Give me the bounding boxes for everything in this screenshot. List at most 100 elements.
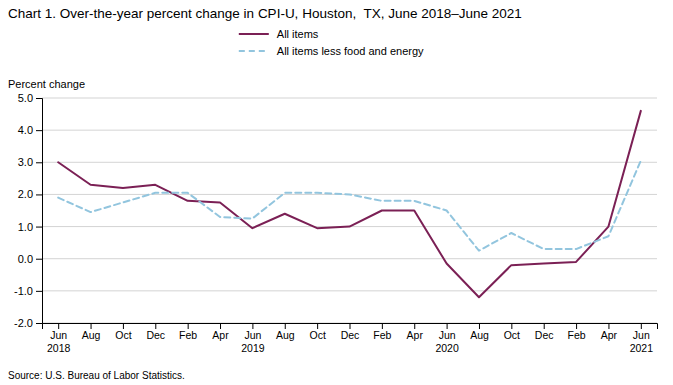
x-tick-label-line: Jun <box>50 329 67 341</box>
x-tick: Apr <box>212 323 229 341</box>
y-tick-label: 5.0 <box>18 92 33 104</box>
x-tick-label-line: Jun <box>633 329 650 341</box>
x-tick: Oct <box>504 323 520 341</box>
x-tick-label: Jun2020 <box>435 329 459 353</box>
chart: Chart 1. Over-the-year percent change in… <box>0 0 673 385</box>
x-tick-label-line: Apr <box>601 329 618 341</box>
x-tick-label-line: Dec <box>341 329 360 341</box>
x-tick-label-line: Feb <box>179 329 197 341</box>
x-tick-label: Dec <box>146 329 165 341</box>
y-tick-label: 1.0 <box>18 221 33 233</box>
x-tick-mark <box>220 323 221 329</box>
y-axis: -2.0 -1.0 0.0 1.0 2.0 3.0 4.0 5.0 <box>14 92 42 329</box>
x-tick-mark <box>317 323 318 329</box>
legend-label: All items <box>277 28 319 40</box>
x-tick: Aug <box>470 323 489 341</box>
x-tick-mark <box>58 323 59 329</box>
x-tick: Oct <box>115 323 131 341</box>
x-tick-label: Apr <box>601 329 618 341</box>
y-tick-mark <box>36 291 42 292</box>
x-tick-label: Dec <box>341 329 360 341</box>
x-tick: Jun2019 <box>241 323 265 354</box>
x-tick-mark <box>382 323 383 329</box>
x-tick-label: Feb <box>568 329 586 341</box>
x-tick-mark <box>544 323 545 329</box>
x-tick-label-line: Jun <box>244 329 261 341</box>
x-tick-label: Oct <box>504 329 520 341</box>
x-tick-label-line: 2019 <box>241 342 265 354</box>
x-tick-label: Aug <box>470 329 489 341</box>
x-tick-label-line: Dec <box>146 329 165 341</box>
y-axis-title: Percent change <box>8 78 85 90</box>
x-tick: Apr <box>407 323 424 341</box>
x-tick: Oct <box>309 323 325 341</box>
x-tick-label: Feb <box>179 329 197 341</box>
y-tick: 3.0 <box>18 156 42 168</box>
x-tick-label-line: 2020 <box>435 342 459 354</box>
y-tick-label: 2.0 <box>18 188 33 200</box>
x-tick-label: Jun2019 <box>241 329 265 353</box>
title: Chart 1. Over-the-year percent change in… <box>8 6 522 21</box>
x-tick-mark <box>350 323 351 329</box>
x-tick: Feb <box>373 323 391 341</box>
annotation: Source: U.S. Bureau of Labor Statistics. <box>8 370 185 381</box>
x-tick-mark <box>479 323 480 329</box>
x-tick: Feb <box>568 323 586 341</box>
grid-line <box>42 130 657 131</box>
x-tick-mark <box>123 323 124 329</box>
x-tick-label: Apr <box>407 329 424 341</box>
y-tick-label: 0.0 <box>18 253 33 265</box>
x-tick-label: Jun2018 <box>47 329 71 353</box>
x-tick-mark <box>155 323 156 329</box>
y-tick-label: -1.0 <box>14 285 33 297</box>
x-tick: Aug <box>82 323 101 341</box>
x-tick-label-line: 2018 <box>47 342 71 354</box>
legend-item: All items <box>239 28 319 40</box>
x-tick-label: Oct <box>309 329 325 341</box>
x-tick: Feb <box>179 323 197 341</box>
plot-area: -2.0-1.00.01.02.03.04.05.0Jun2018AugOctD… <box>14 92 657 354</box>
grid-line <box>42 162 657 163</box>
x-tick-label-line: Apr <box>212 329 229 341</box>
y-tick: 1.0 <box>18 221 42 233</box>
y-tick: 4.0 <box>18 124 42 136</box>
x-tick-label: Dec <box>535 329 554 341</box>
y-axis-line <box>36 99 43 324</box>
x-tick-label-line: Aug <box>82 329 101 341</box>
legend-label: All items less food and energy <box>277 45 424 57</box>
series-line <box>58 111 641 297</box>
y-tick-mark <box>36 194 42 195</box>
y-tick-mark <box>36 162 42 163</box>
grid-line <box>42 290 657 291</box>
x-tick-label: Apr <box>212 329 229 341</box>
x-tick-label: Jun2021 <box>630 329 654 353</box>
x-tick-label-line: Apr <box>407 329 424 341</box>
x-tick-label: Aug <box>276 329 295 341</box>
legend-swatch <box>239 50 269 52</box>
x-tick-label-line: Feb <box>568 329 586 341</box>
x-tick-label-line: Oct <box>309 329 325 341</box>
x-tick-label: Feb <box>373 329 391 341</box>
legend: All items All items less food and energy <box>239 28 424 57</box>
grid <box>42 98 657 323</box>
x-tick-label-line: Oct <box>504 329 520 341</box>
y-tick-label: 4.0 <box>18 124 33 136</box>
x-tick-label-line: Dec <box>535 329 554 341</box>
y-tick-mark <box>36 98 42 99</box>
y-tick: 5.0 <box>18 92 42 104</box>
x-tick-mark <box>188 323 189 329</box>
series-line <box>58 161 641 251</box>
x-tick: Dec <box>146 323 165 341</box>
x-tick-label-line: Jun <box>439 329 456 341</box>
y-tick-mark <box>36 227 42 228</box>
y-tick: -2.0 <box>14 317 42 329</box>
x-tick: Jun2020 <box>435 323 459 354</box>
x-tick-label-line: 2021 <box>630 342 654 354</box>
y-tick-mark <box>36 130 42 131</box>
grid-line <box>42 98 657 99</box>
x-tick: Jun2018 <box>47 323 71 354</box>
x-axis: Jun2018AugOctDecFebAprJun2019AugOctDecFe… <box>43 323 658 354</box>
x-tick-mark <box>608 323 609 329</box>
x-tick-mark <box>91 323 92 329</box>
y-tick-label: -2.0 <box>14 317 33 329</box>
